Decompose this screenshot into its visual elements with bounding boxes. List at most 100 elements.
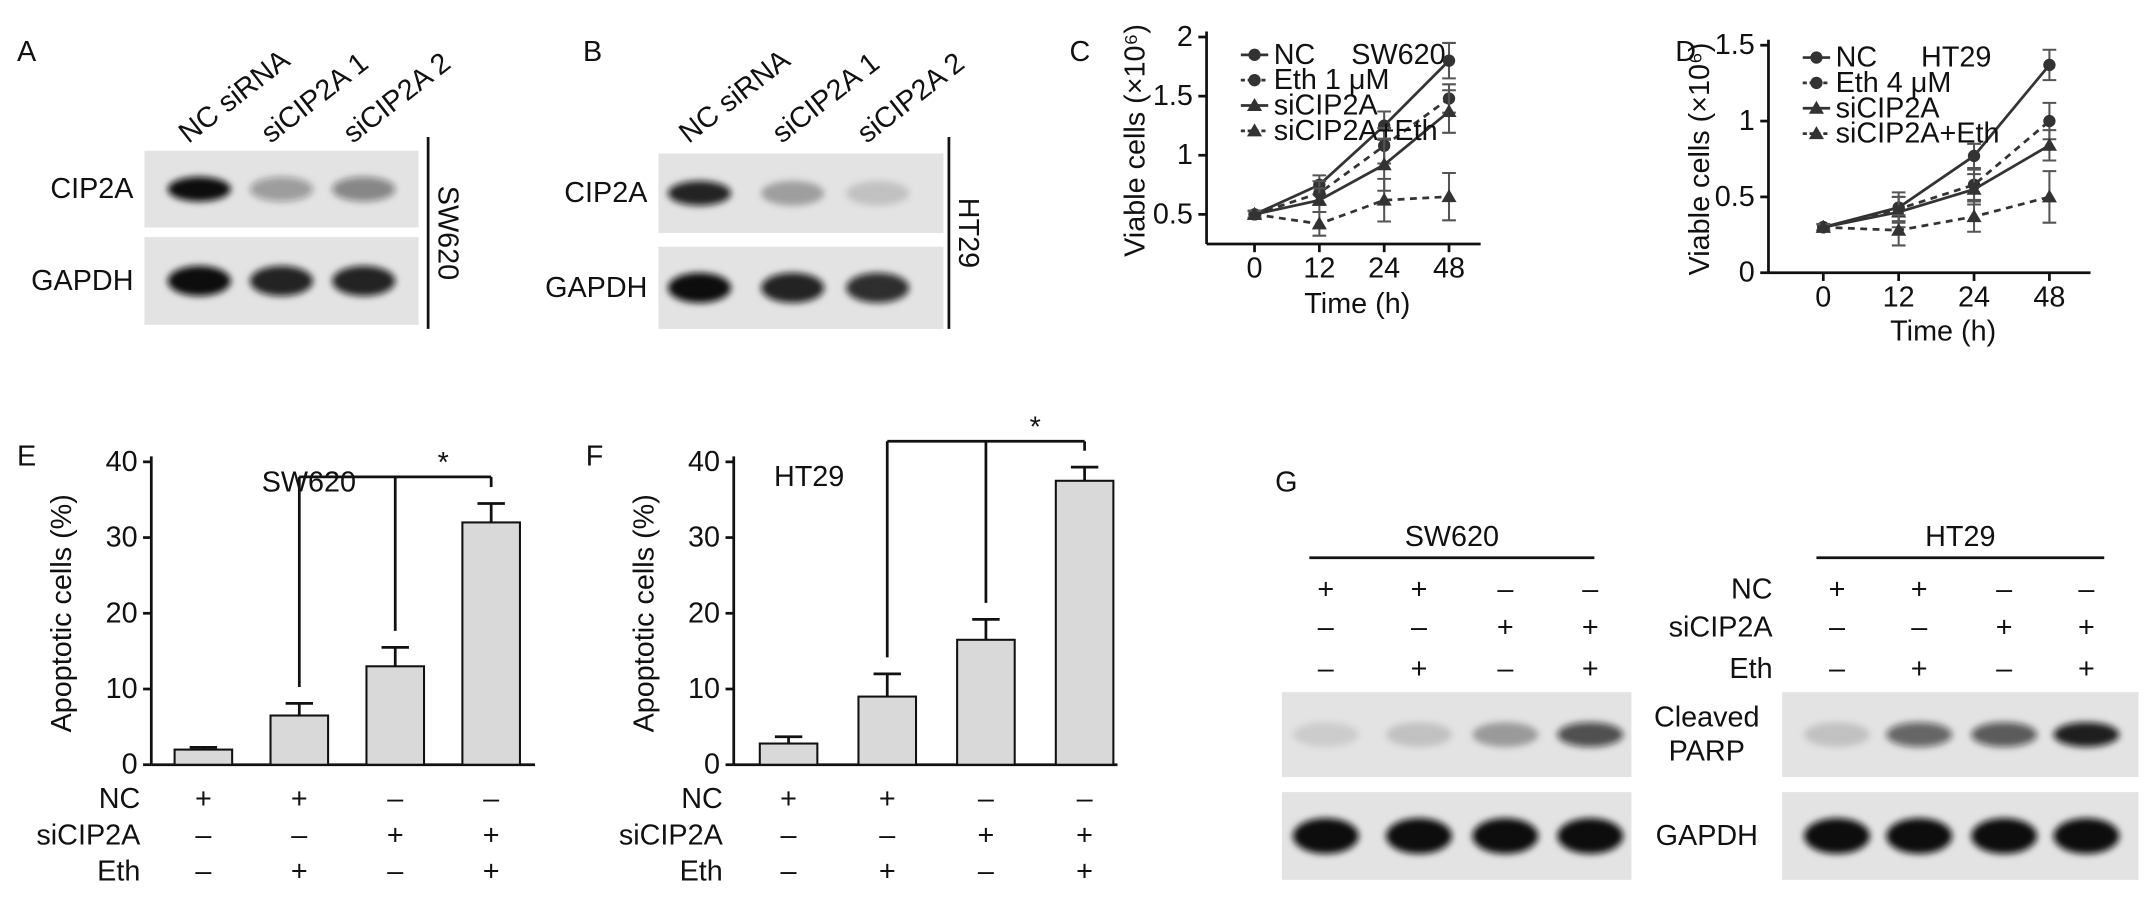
bar <box>365 665 426 766</box>
condition-sign: + <box>2078 612 2095 644</box>
series-line <box>1823 144 2051 229</box>
legend-label: siCIP2A+Eth <box>1836 118 2000 150</box>
x-axis-label: Time (h) <box>1890 316 1996 348</box>
panel-letter: F <box>586 440 604 472</box>
legend-marker <box>1810 51 1823 64</box>
blot-band <box>1472 722 1539 747</box>
condition-sign: – <box>978 856 994 888</box>
y-axis-label: Apoptotic cells (%) <box>46 494 78 732</box>
blot-band <box>249 176 314 202</box>
condition-sign: – <box>195 819 211 851</box>
marker <box>1441 189 1457 203</box>
condition-name: NC <box>1731 573 1773 605</box>
panel-letter: E <box>17 440 36 472</box>
y-tick-label: 40 <box>106 446 138 478</box>
blot-band <box>249 265 314 297</box>
x-tick-label: 24 <box>1958 281 1990 313</box>
y-tick-label: 1 <box>1177 139 1193 171</box>
row-label: GAPDH <box>545 272 647 304</box>
marker <box>1815 219 1831 233</box>
series-line <box>1822 120 2051 229</box>
condition-sign: + <box>2078 653 2095 685</box>
condition-sign: – <box>387 856 403 888</box>
bar <box>173 748 234 766</box>
series-line <box>1254 110 1450 216</box>
blot-band <box>761 180 825 206</box>
condition-sign: + <box>291 783 308 815</box>
row-label: GAPDH <box>1656 820 1758 852</box>
legend-label: siCIP2A+Eth <box>1274 115 1438 147</box>
blot-band <box>2053 722 2120 747</box>
blot-band <box>846 272 910 303</box>
condition-sign: – <box>483 783 499 815</box>
legend-marker <box>1810 76 1823 90</box>
panel-letter: G <box>1275 466 1297 498</box>
y-tick-label: 0 <box>1739 257 1755 289</box>
y-tick-label: 1.5 <box>1715 29 1755 61</box>
panel-letter: A <box>17 36 37 68</box>
y-tick-label: 30 <box>688 522 720 554</box>
blot-band <box>2053 818 2120 854</box>
blot-band <box>1292 722 1359 747</box>
condition-name: siCIP2A <box>1669 612 1774 644</box>
x-tick-label: 48 <box>1433 253 1465 285</box>
blot-band <box>1886 818 1953 854</box>
condition-sign: – <box>1911 612 1927 644</box>
x-tick-label: 0 <box>1815 281 1831 313</box>
error-bar <box>477 502 505 523</box>
condition-sign: + <box>291 856 308 888</box>
condition-sign: + <box>1076 819 1093 851</box>
bar <box>758 742 819 766</box>
marker <box>1967 149 1981 163</box>
legend-label: siCIP2A <box>1836 92 1941 124</box>
x-tick-label: 0 <box>1247 253 1263 285</box>
y-tick-label: 0.5 <box>1153 198 1193 230</box>
chart-title: SW620 <box>1351 39 1445 71</box>
blot-band <box>1971 722 2038 747</box>
blot-band <box>1386 818 1452 854</box>
row-label: CIP2A <box>50 173 134 205</box>
chart-title: HT29 <box>774 461 844 493</box>
bar <box>857 695 918 766</box>
y-tick-label: 20 <box>106 597 138 629</box>
condition-sign: – <box>978 783 994 815</box>
y-tick-label: 0.5 <box>1715 181 1755 213</box>
panel-letter: C <box>1070 36 1091 68</box>
condition-name: Eth <box>97 856 140 888</box>
blot-band <box>1292 818 1359 854</box>
blot-band <box>1804 818 1870 854</box>
bar <box>956 638 1016 766</box>
x-tick-label: 12 <box>1303 253 1335 285</box>
significance-label: * <box>1030 412 1041 444</box>
y-tick-label: 0 <box>704 749 720 781</box>
marker <box>2043 58 2056 72</box>
condition-sign: + <box>1317 573 1334 605</box>
legend-marker <box>1808 100 1824 114</box>
condition-name: siCIP2A <box>36 819 141 851</box>
bar <box>461 521 521 766</box>
condition-sign: – <box>879 819 895 851</box>
x-tick-label: 24 <box>1368 253 1400 285</box>
series-line <box>1254 195 1450 226</box>
condition-sign: + <box>879 783 896 815</box>
legend-marker <box>1248 74 1261 87</box>
y-axis-label: Viable cells (×10⁶) <box>1119 24 1151 257</box>
condition-sign: + <box>1911 573 1928 605</box>
error-bar <box>1070 465 1099 481</box>
y-tick-label: 30 <box>106 522 138 554</box>
row-label: GAPDH <box>31 265 133 297</box>
marker <box>1311 192 1327 206</box>
condition-sign: – <box>781 856 797 888</box>
condition-sign: + <box>195 783 212 815</box>
chart-title: HT29 <box>1921 42 1991 74</box>
bar <box>269 714 330 766</box>
blot-band <box>667 272 732 303</box>
condition-sign: + <box>1076 856 1093 888</box>
condition-sign: – <box>1829 653 1845 685</box>
x-tick-label: 12 <box>1883 281 1915 313</box>
condition-sign: – <box>387 783 403 815</box>
condition-sign: – <box>1318 653 1334 685</box>
error-bar <box>381 645 409 667</box>
condition-name: NC <box>99 783 141 815</box>
series-line <box>1253 59 1450 216</box>
